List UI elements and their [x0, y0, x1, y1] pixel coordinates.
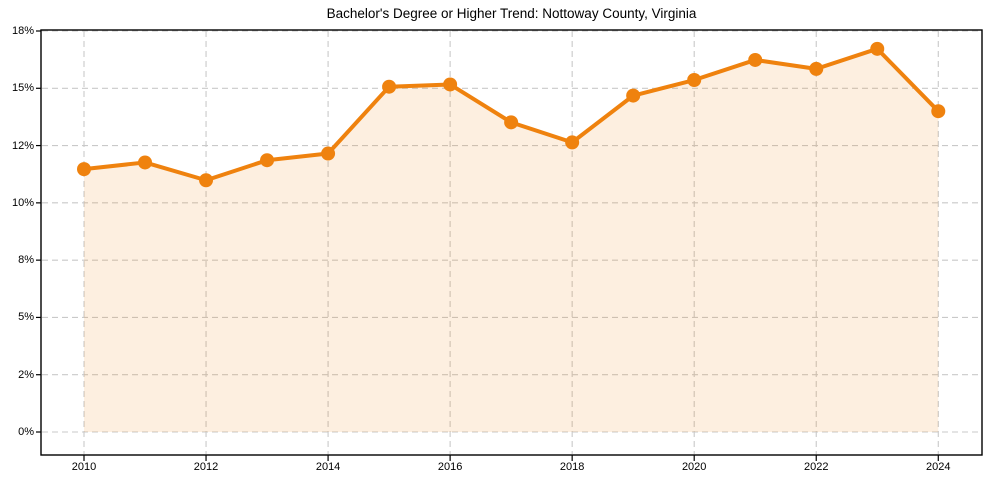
- plot-border: [40, 29, 983, 456]
- y-tick-label: 15%: [11, 82, 34, 95]
- y-tick-label: 8%: [18, 254, 34, 267]
- data-point-marker: [138, 155, 153, 170]
- x-tick-label: 2012: [193, 461, 219, 473]
- area-fill: [84, 48, 939, 432]
- chart-title: Bachelor's Degree or Higher Trend: Notto…: [326, 6, 697, 21]
- data-point-marker: [260, 153, 275, 168]
- x-tick-label: 2024: [926, 461, 951, 473]
- y-tick-label: 0%: [18, 426, 34, 438]
- x-tick-label: 2022: [803, 461, 829, 473]
- data-point-marker: [626, 88, 641, 103]
- data-point-marker: [77, 162, 91, 177]
- x-tick-label: 2016: [437, 461, 463, 473]
- x-tick-label: 2018: [559, 461, 585, 473]
- data-point-marker: [748, 52, 763, 67]
- data-point-marker: [809, 61, 824, 76]
- x-tick-label: 2010: [71, 461, 97, 473]
- data-point-marker: [931, 104, 946, 119]
- data-point-marker: [687, 73, 702, 88]
- data-point-marker: [565, 135, 580, 150]
- y-tick-label: 2%: [18, 368, 34, 381]
- y-tick-label: 18%: [11, 25, 34, 37]
- y-tick-label: 5%: [18, 311, 34, 324]
- data-point-marker: [504, 115, 519, 130]
- data-point-marker: [321, 146, 336, 161]
- data-point-marker: [199, 173, 214, 188]
- data-point-marker: [382, 79, 397, 94]
- x-tick-label: 2020: [681, 461, 707, 473]
- y-tick-label: 12%: [11, 139, 34, 152]
- x-tick-label: 2014: [315, 461, 341, 473]
- data-point-marker: [870, 41, 885, 56]
- data-point-marker: [443, 77, 458, 92]
- y-tick-label: 10%: [11, 196, 34, 209]
